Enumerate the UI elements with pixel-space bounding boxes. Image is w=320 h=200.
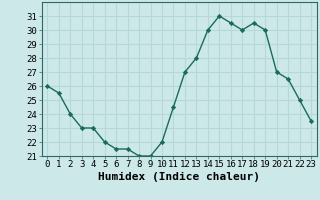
X-axis label: Humidex (Indice chaleur): Humidex (Indice chaleur) xyxy=(98,172,260,182)
